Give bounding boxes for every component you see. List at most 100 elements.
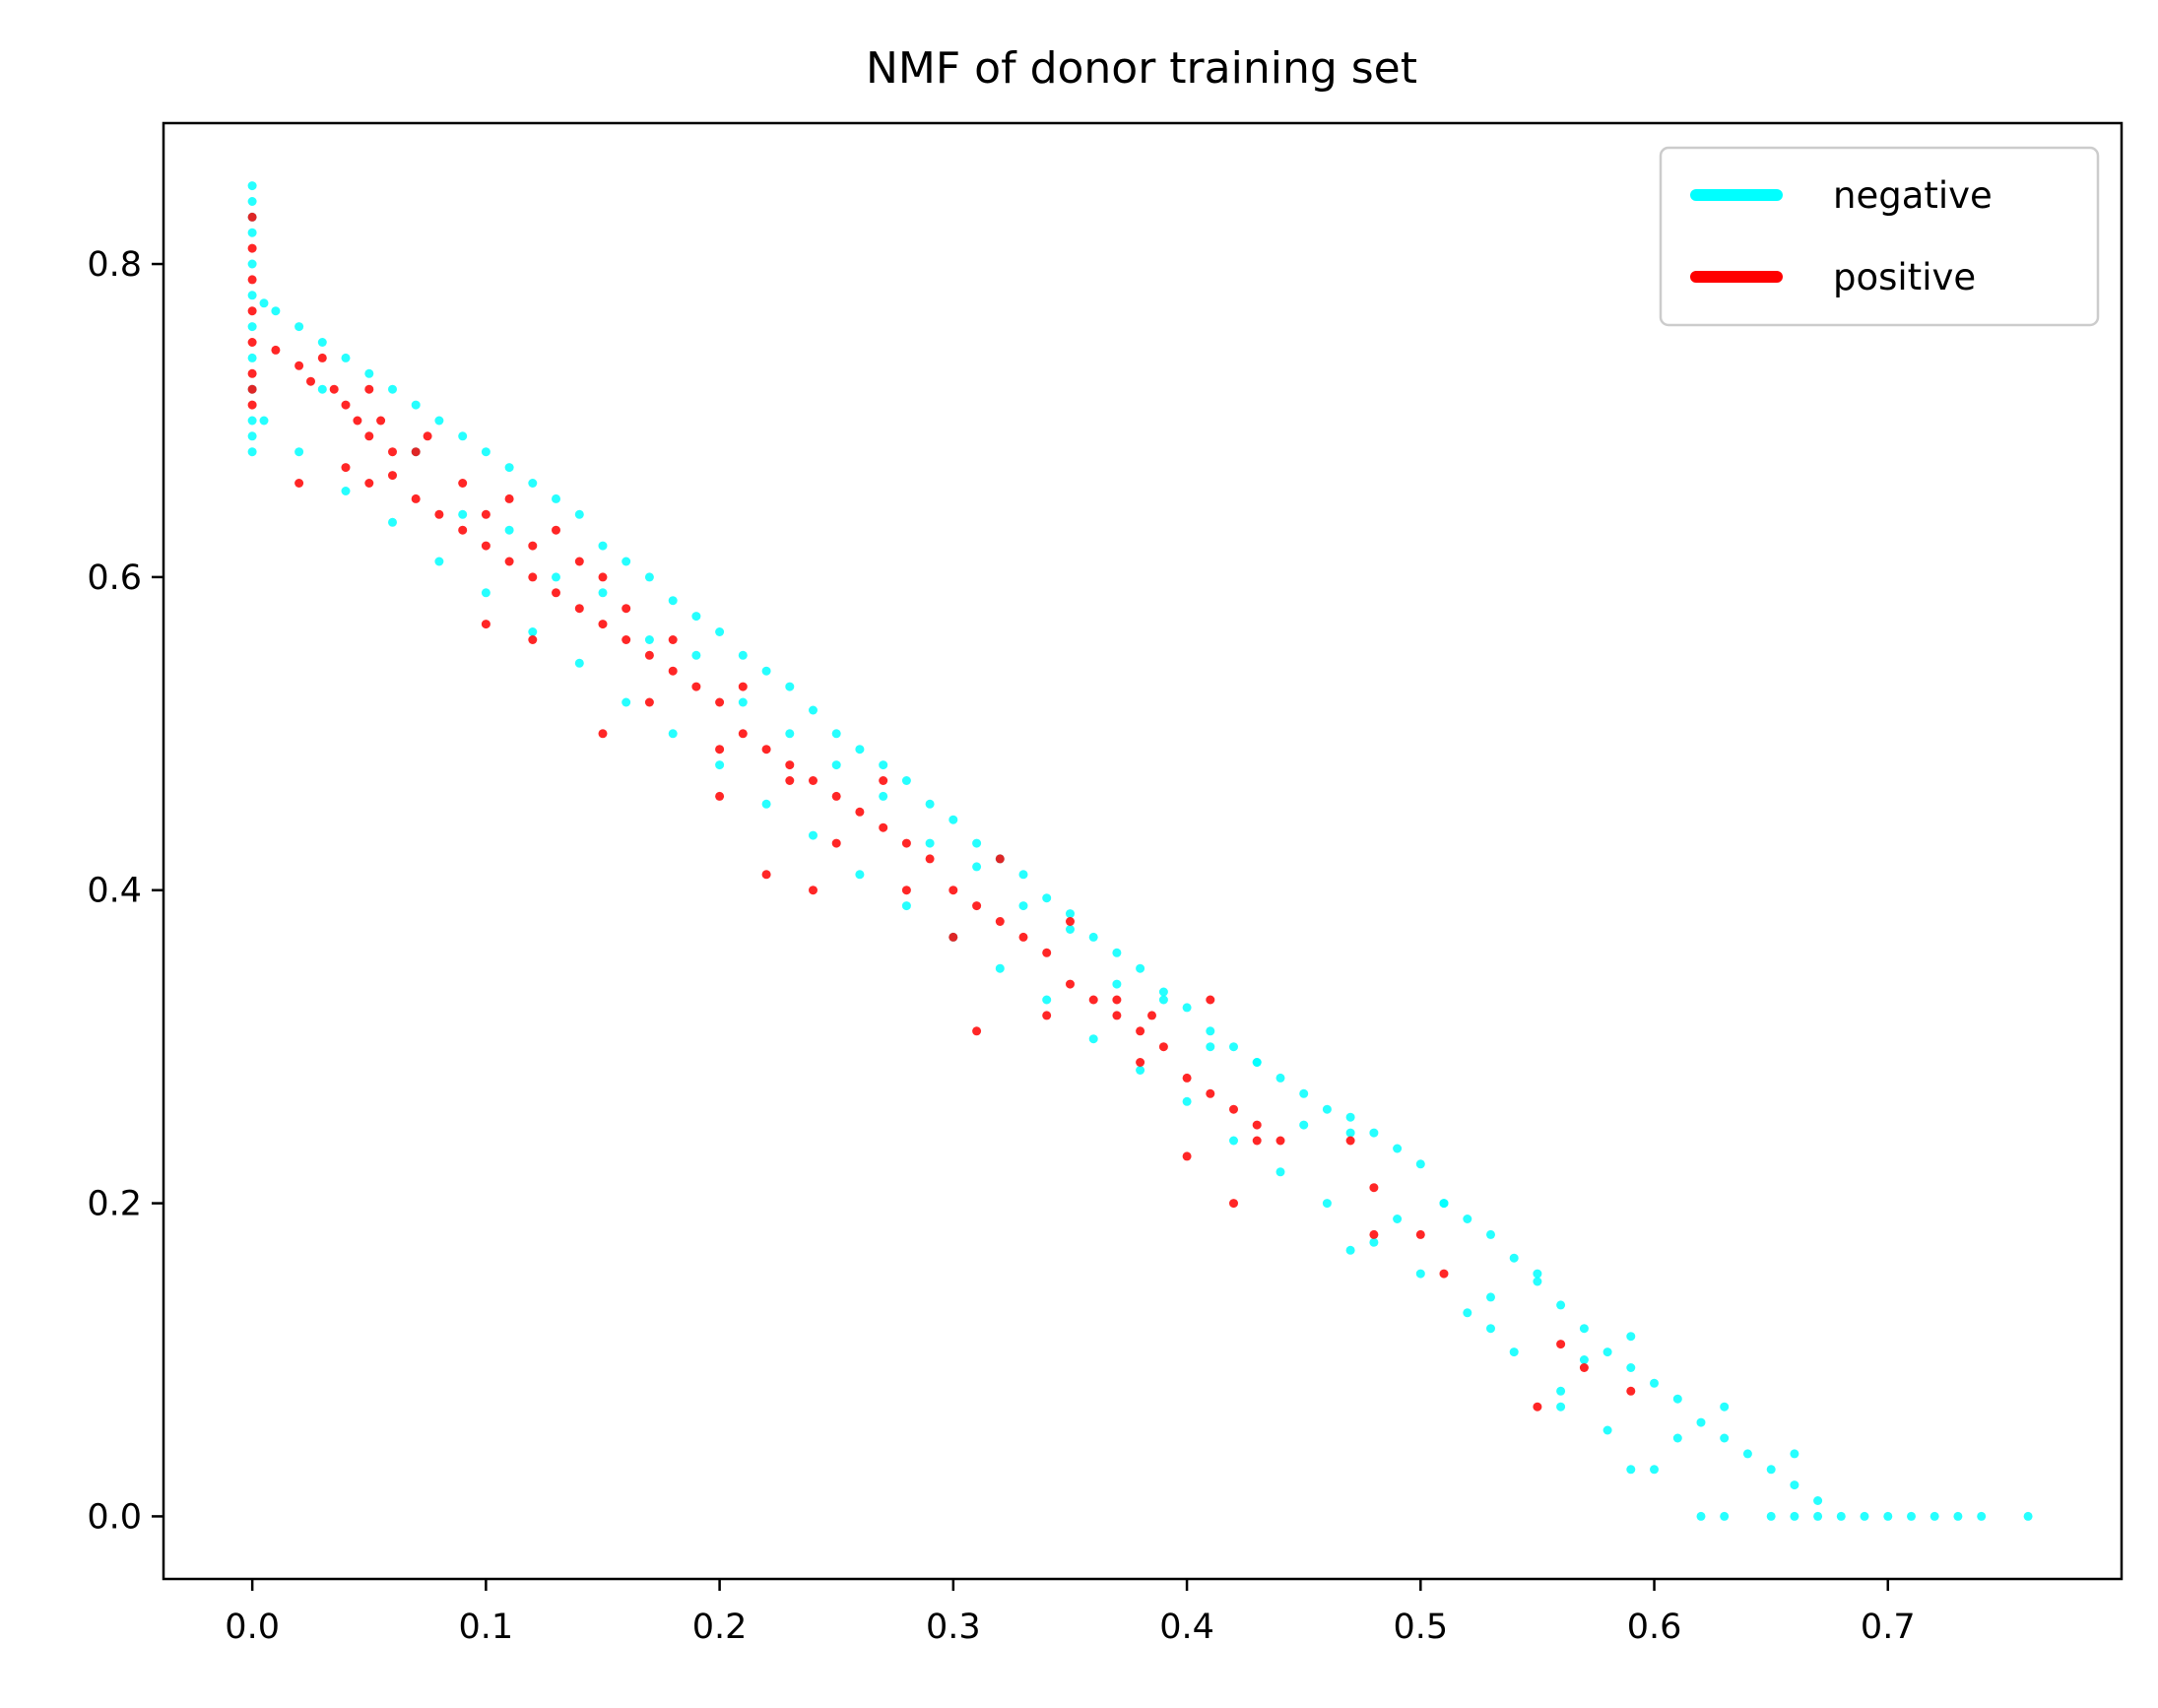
negative-point <box>317 384 327 394</box>
negative-point <box>621 557 631 566</box>
negative-point <box>504 463 514 473</box>
negative-point <box>1579 1324 1589 1334</box>
positive-point <box>972 1026 982 1036</box>
positive-point <box>574 604 584 614</box>
negative-point <box>621 697 631 707</box>
legend-positive-label: positive <box>1833 256 1976 298</box>
negative-point <box>1018 901 1028 911</box>
negative-point <box>341 353 351 362</box>
y-axis: 0.0 0.2 0.4 0.6 0.8 <box>87 245 163 1537</box>
negative-point <box>1533 1277 1542 1286</box>
negative-point <box>1299 1120 1309 1130</box>
positive-point <box>761 745 771 755</box>
negative-point <box>831 760 841 770</box>
negative-point <box>552 493 560 503</box>
positive-point <box>388 447 397 457</box>
positive-point <box>1415 1229 1425 1239</box>
negative-point <box>1696 1511 1706 1521</box>
negative-point <box>995 963 1005 973</box>
positive-point <box>388 471 397 481</box>
negative-point <box>247 416 257 426</box>
negative-point <box>1415 1159 1425 1169</box>
negative-point <box>738 650 748 660</box>
positive-point <box>1369 1229 1379 1239</box>
positive-point <box>1439 1269 1449 1279</box>
negative-point <box>388 384 397 394</box>
positive-point <box>481 541 490 551</box>
plot-frame <box>162 121 2124 1581</box>
positive-point <box>1229 1104 1238 1114</box>
positive-point <box>1229 1199 1238 1209</box>
negative-point <box>247 291 257 300</box>
positive-point <box>458 525 468 535</box>
positive-point <box>341 400 351 410</box>
negative-point <box>481 588 490 598</box>
negative-point <box>1883 1511 1893 1521</box>
positive-point <box>785 776 795 785</box>
negative-point <box>1650 1378 1659 1388</box>
positive-point <box>247 243 257 253</box>
positive-point <box>644 650 654 660</box>
negative-point <box>1299 1088 1309 1098</box>
negative-point <box>761 799 771 809</box>
y-tick-label: 0.2 <box>87 1185 142 1224</box>
negative-point <box>855 745 865 755</box>
positive-point <box>364 384 374 394</box>
negative-point <box>809 830 817 840</box>
positive-point <box>1182 1151 1192 1161</box>
negative-point <box>1533 1269 1542 1279</box>
negative-point <box>948 815 958 824</box>
negative-point <box>1275 1167 1285 1177</box>
positive-point <box>1136 1058 1145 1067</box>
negative-point <box>1486 1292 1495 1302</box>
positive-point <box>761 870 771 880</box>
negative-point <box>1860 1511 1869 1521</box>
negative-point <box>458 431 468 441</box>
positive-point <box>1112 1011 1122 1020</box>
negative-point <box>1509 1253 1519 1263</box>
positive-point <box>901 886 911 895</box>
negative-point <box>528 627 538 636</box>
negative-point <box>1486 1229 1495 1239</box>
positive-point <box>948 886 958 895</box>
negative-point <box>247 431 257 441</box>
negative-point <box>434 416 444 426</box>
negative-point <box>434 557 444 566</box>
positive-point <box>644 697 654 707</box>
positive-point <box>353 416 362 426</box>
positive-point <box>715 697 725 707</box>
negative-point <box>1556 1300 1566 1310</box>
negative-point <box>901 901 911 911</box>
negative-point <box>1018 870 1028 880</box>
positive-point <box>1206 1088 1215 1098</box>
negative-point <box>364 368 374 378</box>
negative-point <box>1766 1511 1776 1521</box>
negative-point <box>738 697 748 707</box>
negative-point <box>1345 1245 1355 1255</box>
x-tick-label: 0.0 <box>225 1608 280 1647</box>
negative-point <box>855 870 865 880</box>
negative-point <box>341 487 351 495</box>
negative-point <box>598 588 608 598</box>
positive-point <box>995 854 1005 864</box>
positive-point <box>247 306 257 316</box>
negative-point <box>1112 979 1122 989</box>
negative-point <box>1556 1402 1566 1412</box>
negative-point <box>691 650 701 660</box>
positive-point <box>785 760 795 770</box>
negative-point <box>925 838 935 848</box>
negative-point <box>574 509 584 519</box>
positive-point <box>364 431 374 441</box>
positive-point <box>411 493 421 503</box>
positive-point <box>247 400 257 410</box>
positive-point <box>809 776 817 785</box>
negative-point <box>294 322 304 332</box>
positive-point <box>528 572 538 582</box>
negative-point <box>1393 1215 1403 1223</box>
positive-point <box>972 901 982 911</box>
negative-point <box>1486 1324 1495 1334</box>
positive-point <box>1556 1340 1566 1349</box>
negative-point <box>247 197 257 206</box>
positive-point <box>329 384 339 394</box>
negative-point <box>1206 1042 1215 1052</box>
